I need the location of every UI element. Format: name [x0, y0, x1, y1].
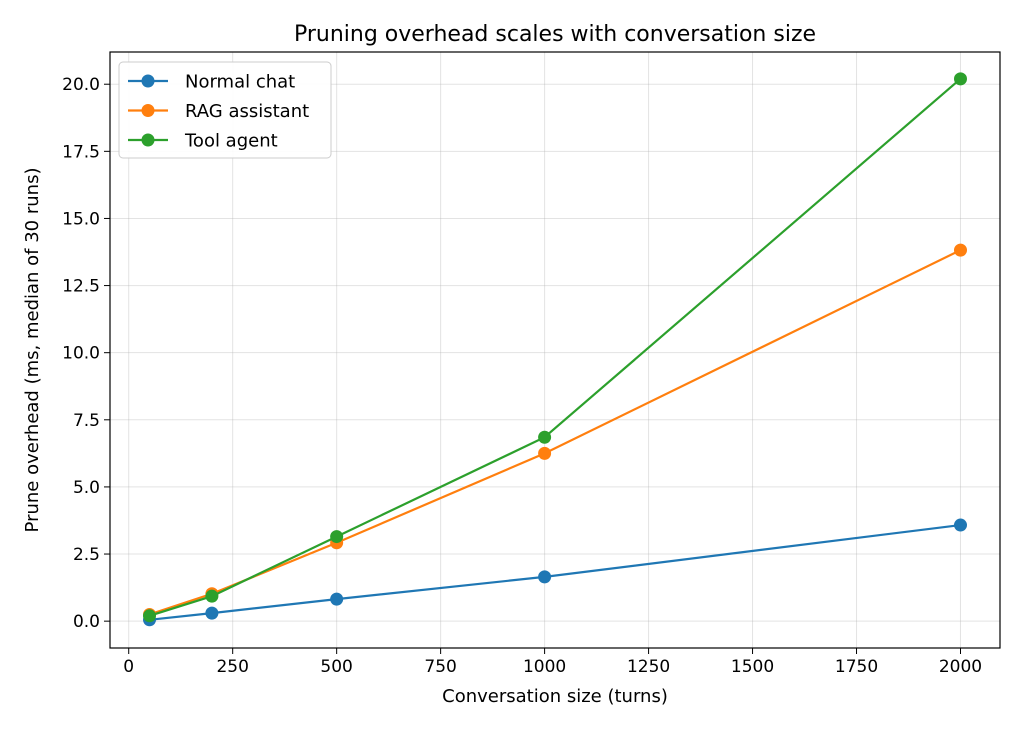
- data-point: [205, 606, 219, 620]
- chart-title: Pruning overhead scales with conversatio…: [294, 22, 816, 47]
- legend-marker: [141, 74, 155, 88]
- series-lines: [143, 72, 967, 627]
- y-tick-label: 17.5: [62, 142, 100, 162]
- legend: Normal chat RAG assistant Tool agent: [118, 61, 332, 159]
- data-point: [953, 72, 967, 86]
- series-line-0: [149, 523, 961, 621]
- x-tick-label: 0: [123, 657, 134, 677]
- x-tick-label: 750: [424, 657, 456, 677]
- legend-marker: [141, 133, 155, 147]
- series-line-1: [149, 249, 961, 616]
- x-tick-label: 2000: [939, 657, 982, 677]
- x-tick-label: 1750: [835, 657, 878, 677]
- axis-ticks: 0 250 500 750 1000 1250 1500 1750 2000 0.0 2.5 5.0 7…: [62, 75, 982, 677]
- y-tick-label: 0.0: [73, 612, 100, 632]
- legend-label: Normal chat: [185, 72, 295, 93]
- legend-label: RAG assistant: [185, 101, 309, 122]
- grid-lines: [110, 52, 1000, 648]
- x-tick-label: 1500: [731, 657, 774, 677]
- data-point: [538, 446, 552, 460]
- x-tick-label: 1250: [627, 657, 670, 677]
- series-line-2: [149, 78, 962, 617]
- y-tick-label: 20.0: [62, 75, 100, 95]
- y-tick-label: 12.5: [62, 277, 100, 297]
- data-point: [538, 430, 552, 444]
- y-tick-label: 7.5: [73, 411, 100, 431]
- data-point: [330, 592, 344, 606]
- data-point: [205, 589, 219, 603]
- y-tick-label: 2.5: [73, 545, 100, 565]
- x-axis-label: Conversation size (turns): [442, 686, 668, 707]
- legend-box: [118, 61, 332, 159]
- x-tick-label: 250: [216, 657, 248, 677]
- x-tick-label: 1000: [523, 657, 566, 677]
- data-point: [953, 243, 967, 257]
- plot-frame: [109, 51, 1001, 649]
- legend-marker: [141, 104, 155, 117]
- y-tick-label: 15.0: [62, 209, 100, 229]
- data-point: [538, 570, 552, 584]
- x-tick-label: 500: [320, 657, 352, 677]
- y-axis-label: Prune overhead (ms, median of 30 runs): [22, 168, 43, 533]
- data-point: [143, 609, 157, 623]
- legend-label: Tool agent: [184, 131, 278, 152]
- y-tick-label: 10.0: [62, 344, 100, 364]
- data-point: [330, 530, 344, 544]
- data-point: [953, 518, 967, 532]
- y-tick-label: 5.0: [73, 478, 100, 498]
